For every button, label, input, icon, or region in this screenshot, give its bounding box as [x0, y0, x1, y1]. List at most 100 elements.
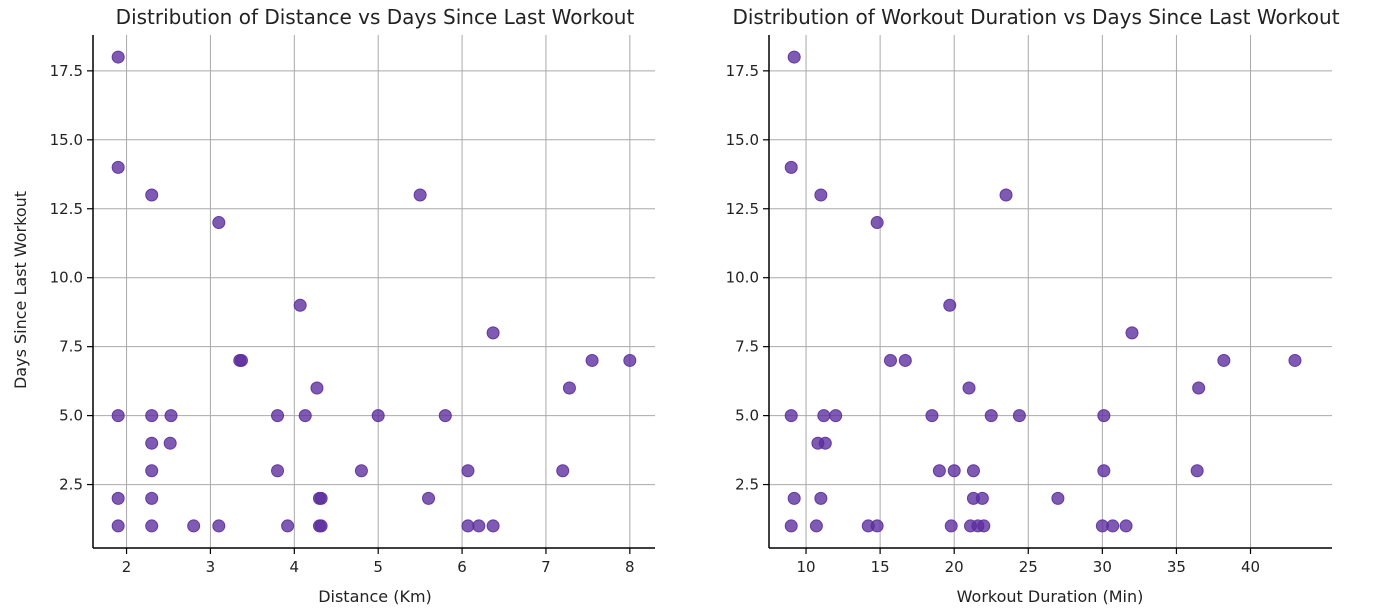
distance-data-point [271, 464, 285, 478]
distance-x-tick-label: 6 [457, 558, 467, 576]
duration-scatter-panel: Distribution of Workout Duration vs Days… [726, 5, 1340, 606]
distance-x-tick-label: 2 [122, 558, 132, 576]
distance-data-point [623, 353, 637, 367]
duration-data-point [787, 50, 801, 64]
duration-data-point [829, 409, 843, 423]
duration-x-tick-label: 40 [1241, 558, 1260, 576]
distance-data-point [212, 216, 226, 230]
distance-data-point [145, 519, 159, 533]
distance-chart-title: Distribution of Distance vs Days Since L… [116, 5, 635, 29]
duration-data-point [1012, 409, 1026, 423]
duration-data-point [809, 519, 823, 533]
distance-data-point [111, 491, 125, 505]
duration-data-point [984, 409, 998, 423]
distance-data-point [111, 409, 125, 423]
duration-data-point [784, 160, 798, 174]
duration-data-point [1097, 409, 1111, 423]
duration-y-tick-label: 7.5 [735, 338, 759, 356]
duration-data-point [898, 353, 912, 367]
distance-y-tick-label: 10.0 [50, 269, 83, 287]
distance-data-point [164, 409, 178, 423]
distance-data-point [314, 519, 328, 533]
duration-x-tick-label: 15 [871, 558, 890, 576]
duration-data-point [784, 409, 798, 423]
duration-y-tick-label: 2.5 [735, 476, 759, 494]
duration-data-point [818, 436, 832, 450]
distance-data-point [310, 381, 324, 395]
duration-data-point [1119, 519, 1133, 533]
duration-data-point [1051, 491, 1065, 505]
distance-y-tick-label: 7.5 [59, 338, 83, 356]
distance-x-tick-label: 5 [373, 558, 383, 576]
distance-data-point [562, 381, 576, 395]
duration-data-point [870, 519, 884, 533]
duration-data-point [977, 519, 991, 533]
distance-y-tick-label: 17.5 [50, 62, 83, 80]
distance-data-point [281, 519, 295, 533]
duration-data-point [1125, 326, 1139, 340]
duration-data-point [870, 216, 884, 230]
distance-data-point [472, 519, 486, 533]
distance-x-tick-label: 7 [541, 558, 551, 576]
duration-data-point [947, 464, 961, 478]
duration-x-tick-label: 10 [796, 558, 815, 576]
distance-grid [93, 35, 655, 548]
distance-data-point [212, 519, 226, 533]
distance-data-point [145, 436, 159, 450]
duration-chart-title: Distribution of Workout Duration vs Days… [732, 5, 1339, 29]
distance-data-point [461, 519, 475, 533]
distance-data-point [486, 519, 500, 533]
duration-data-point [883, 353, 897, 367]
duration-data-point [975, 491, 989, 505]
distance-x-tick-label: 3 [206, 558, 216, 576]
distance-data-point [187, 519, 201, 533]
duration-x-axis-label: Workout Duration (Min) [957, 587, 1144, 606]
duration-data-point [1288, 353, 1302, 367]
distance-data-point [145, 409, 159, 423]
duration-data-point [962, 381, 976, 395]
duration-data-point [999, 188, 1013, 202]
duration-data-point [966, 464, 980, 478]
duration-data-point [817, 409, 831, 423]
duration-points [784, 50, 1302, 533]
duration-data-point [1097, 464, 1111, 478]
distance-data-point [422, 491, 436, 505]
distance-y-tick-label: 15.0 [50, 131, 83, 149]
distance-y-axis-label: Days Since Last Workout [11, 191, 30, 389]
duration-data-point [943, 298, 957, 312]
distance-x-tick-label: 4 [290, 558, 300, 576]
duration-data-point [932, 464, 946, 478]
duration-data-point [1192, 381, 1206, 395]
duration-grid [769, 35, 1332, 548]
distance-x-axis-label: Distance (Km) [318, 587, 432, 606]
distance-data-point [371, 409, 385, 423]
duration-y-tick-label: 10.0 [726, 269, 759, 287]
duration-data-point [787, 491, 801, 505]
duration-data-point [1217, 353, 1231, 367]
duration-data-point [925, 409, 939, 423]
distance-data-point [111, 160, 125, 174]
distance-data-point [145, 188, 159, 202]
distance-data-point [314, 491, 328, 505]
duration-data-point [1106, 519, 1120, 533]
distance-data-point [111, 50, 125, 64]
distance-data-point [354, 464, 368, 478]
duration-x-tick-label: 25 [1019, 558, 1038, 576]
distance-data-point [271, 409, 285, 423]
distance-y-tick-label: 12.5 [50, 200, 83, 218]
distance-data-point [461, 464, 475, 478]
distance-data-point [413, 188, 427, 202]
distance-data-point [163, 436, 177, 450]
distance-scatter-panel: Distribution of Distance vs Days Since L… [11, 5, 655, 606]
distance-data-point [438, 409, 452, 423]
duration-data-point [944, 519, 958, 533]
duration-data-point [814, 188, 828, 202]
distance-data-point [234, 353, 248, 367]
distance-data-point [298, 409, 312, 423]
duration-y-tick-label: 15.0 [726, 131, 759, 149]
duration-y-tick-label: 5.0 [735, 407, 759, 425]
distance-data-point [111, 519, 125, 533]
duration-data-point [1190, 464, 1204, 478]
distance-data-point [486, 326, 500, 340]
